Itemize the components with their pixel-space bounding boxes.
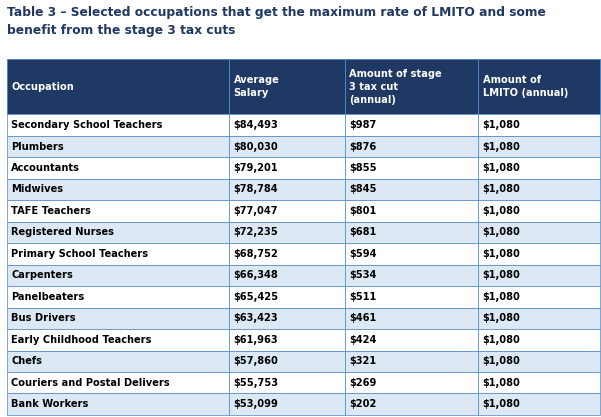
Text: $1,080: $1,080	[483, 184, 520, 194]
Text: Average
Salary: Average Salary	[234, 75, 279, 98]
Text: $461: $461	[349, 313, 376, 323]
Text: $1,080: $1,080	[483, 249, 520, 259]
Text: Bus Drivers: Bus Drivers	[11, 313, 76, 323]
Text: $845: $845	[349, 184, 377, 194]
Text: $57,860: $57,860	[234, 356, 278, 366]
Text: $80,030: $80,030	[234, 141, 278, 151]
Text: Registered Nurses: Registered Nurses	[11, 227, 114, 237]
Text: $1,080: $1,080	[483, 356, 520, 366]
Text: $1,080: $1,080	[483, 120, 520, 130]
Text: $84,493: $84,493	[234, 120, 278, 130]
Text: $1,080: $1,080	[483, 335, 520, 345]
Text: Table 3 – Selected occupations that get the maximum rate of LMITO and some
benef: Table 3 – Selected occupations that get …	[7, 6, 546, 37]
Text: TAFE Teachers: TAFE Teachers	[11, 206, 91, 216]
Text: Midwives: Midwives	[11, 184, 64, 194]
Text: Secondary School Teachers: Secondary School Teachers	[11, 120, 163, 130]
Text: $1,080: $1,080	[483, 227, 520, 237]
Text: Amount of stage
3 tax cut
(annual): Amount of stage 3 tax cut (annual)	[349, 69, 442, 105]
Text: $801: $801	[349, 206, 376, 216]
Text: $987: $987	[349, 120, 376, 130]
Text: $1,080: $1,080	[483, 399, 520, 409]
Text: $1,080: $1,080	[483, 163, 520, 173]
Text: $511: $511	[349, 292, 376, 302]
Text: $61,963: $61,963	[234, 335, 278, 345]
Text: $78,784: $78,784	[234, 184, 278, 194]
Text: $321: $321	[349, 356, 376, 366]
Text: $55,753: $55,753	[234, 378, 279, 388]
Text: $72,235: $72,235	[234, 227, 278, 237]
Text: $1,080: $1,080	[483, 313, 520, 323]
Text: $68,752: $68,752	[234, 249, 278, 259]
Text: Accountants: Accountants	[11, 163, 81, 173]
Text: Chefs: Chefs	[11, 356, 43, 366]
Text: $1,080: $1,080	[483, 270, 520, 280]
Text: $77,047: $77,047	[234, 206, 278, 216]
Text: Bank Workers: Bank Workers	[11, 399, 89, 409]
Text: Primary School Teachers: Primary School Teachers	[11, 249, 148, 259]
Text: Carpenters: Carpenters	[11, 270, 73, 280]
Text: $424: $424	[349, 335, 377, 345]
Text: Amount of
LMITO (annual): Amount of LMITO (annual)	[483, 75, 568, 98]
Text: Early Childhood Teachers: Early Childhood Teachers	[11, 335, 152, 345]
Text: $1,080: $1,080	[483, 292, 520, 302]
Text: $66,348: $66,348	[234, 270, 278, 280]
Text: $594: $594	[349, 249, 377, 259]
Text: $1,080: $1,080	[483, 378, 520, 388]
Text: Occupation: Occupation	[11, 82, 74, 92]
Text: $1,080: $1,080	[483, 141, 520, 151]
Text: Panelbeaters: Panelbeaters	[11, 292, 85, 302]
Text: $876: $876	[349, 141, 376, 151]
Text: $269: $269	[349, 378, 377, 388]
Text: Plumbers: Plumbers	[11, 141, 64, 151]
Text: $65,425: $65,425	[234, 292, 279, 302]
Text: $1,080: $1,080	[483, 206, 520, 216]
Text: $79,201: $79,201	[234, 163, 278, 173]
Text: Couriers and Postal Delivers: Couriers and Postal Delivers	[11, 378, 170, 388]
Text: $534: $534	[349, 270, 377, 280]
Text: $63,423: $63,423	[234, 313, 278, 323]
Text: $202: $202	[349, 399, 377, 409]
Text: $681: $681	[349, 227, 376, 237]
Text: $855: $855	[349, 163, 377, 173]
Text: $53,099: $53,099	[234, 399, 278, 409]
